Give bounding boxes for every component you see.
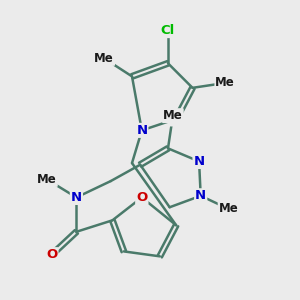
Text: O: O [136, 191, 147, 204]
Text: Me: Me [163, 109, 183, 122]
Text: N: N [136, 124, 147, 137]
Text: Cl: Cl [161, 24, 175, 37]
Text: Me: Me [94, 52, 114, 65]
Text: N: N [194, 155, 205, 168]
Text: N: N [195, 189, 206, 202]
Text: O: O [46, 248, 58, 261]
Text: N: N [71, 191, 82, 204]
Text: Me: Me [219, 202, 238, 215]
Text: Me: Me [37, 173, 57, 186]
Text: Me: Me [215, 76, 235, 89]
Text: N: N [171, 112, 182, 125]
